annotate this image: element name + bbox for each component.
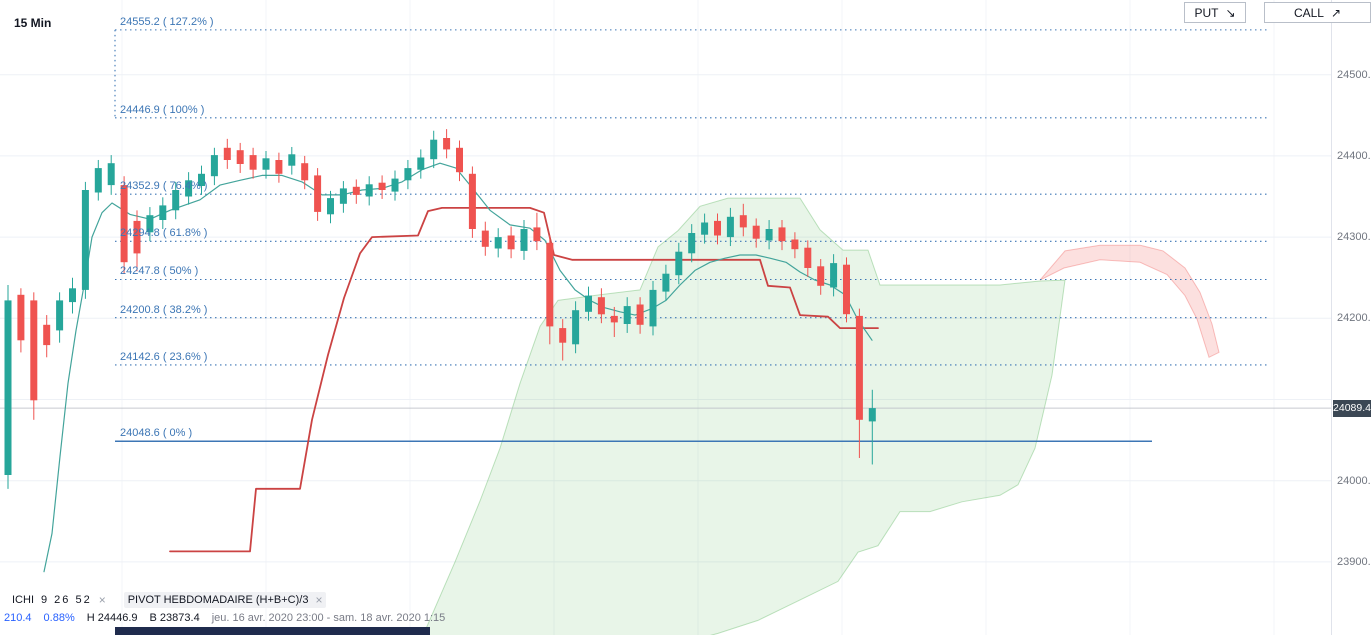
fib-level-label: 24200.8 ( 38.2% ) bbox=[120, 304, 208, 316]
low-label: B bbox=[149, 612, 157, 624]
price-axis-label: 24400.0 bbox=[1337, 150, 1371, 162]
fib-level-label: 24446.9 ( 100% ) bbox=[120, 104, 205, 116]
arrow-down-right-icon: ↘ bbox=[1225, 5, 1236, 20]
fib-level-label: 24555.2 ( 127.2% ) bbox=[120, 16, 214, 28]
symbol-stats-row: 210.4 0.88% H 24446.9 B 23873.4 jeu. 16 … bbox=[4, 612, 445, 624]
price-axis-label: 23900.0 bbox=[1337, 556, 1371, 568]
trade-buttons: PUT ↘ CALL ↗ bbox=[1184, 2, 1371, 23]
high-value: 24446.9 bbox=[97, 612, 138, 624]
ichimoku-indicator-name: ICHI bbox=[12, 594, 34, 606]
fib-level-label: 24294.8 ( 61.8% ) bbox=[120, 227, 208, 239]
price-axis-label: 24200.0 bbox=[1337, 312, 1371, 324]
ichimoku-indicator-params: 9 26 52 bbox=[41, 594, 92, 606]
fib-level-label: 24352.9 ( 76.4% ) bbox=[120, 180, 208, 192]
call-button[interactable]: CALL ↗ bbox=[1264, 2, 1371, 23]
low-value: 23873.4 bbox=[159, 612, 200, 624]
ichimoku-indicator-chip[interactable]: ICHI 9 26 52 × bbox=[8, 592, 110, 608]
last-price-tag: 24089.4 bbox=[1333, 400, 1371, 417]
pivot-indicator-name: PIVOT HEBDOMADAIRE (H+B+C)/3 bbox=[127, 594, 309, 606]
high-stat: H 24446.9 bbox=[87, 612, 138, 624]
fib-level-label: 24048.6 ( 0% ) bbox=[120, 427, 193, 439]
fib-level-label: 24142.6 ( 23.6% ) bbox=[120, 351, 208, 363]
indicator-legend-row: ICHI 9 26 52 × PIVOT HEBDOMADAIRE (H+B+C… bbox=[8, 592, 327, 608]
arrow-up-right-icon: ↗ bbox=[1330, 5, 1342, 20]
call-button-label: CALL bbox=[1293, 5, 1324, 20]
ichimoku-close-icon[interactable]: × bbox=[98, 592, 106, 607]
price-axis-label: 24500.0 bbox=[1337, 69, 1371, 81]
low-stat: B 23873.4 bbox=[150, 612, 200, 624]
change-value: 210.4 bbox=[4, 612, 32, 624]
put-button-label: PUT bbox=[1194, 5, 1219, 20]
bottom-taskbar-fragment bbox=[115, 627, 430, 635]
put-button[interactable]: PUT ↘ bbox=[1184, 2, 1246, 23]
date-range-label: jeu. 16 avr. 2020 23:00 - sam. 18 avr. 2… bbox=[211, 612, 446, 624]
price-axis-label: 24300.0 bbox=[1337, 231, 1371, 243]
high-label: H bbox=[86, 612, 95, 624]
price-axis-separator bbox=[1331, 0, 1332, 635]
fib-level-label: 24247.8 ( 50% ) bbox=[120, 265, 199, 277]
price-axis-label: 24000.0 bbox=[1337, 475, 1371, 487]
change-percent: 0.88% bbox=[43, 612, 75, 624]
pivot-close-icon[interactable]: × bbox=[315, 592, 323, 607]
timeframe-label: 15 Min bbox=[14, 16, 52, 30]
pivot-indicator-chip[interactable]: PIVOT HEBDOMADAIRE (H+B+C)/3 × bbox=[123, 592, 327, 608]
